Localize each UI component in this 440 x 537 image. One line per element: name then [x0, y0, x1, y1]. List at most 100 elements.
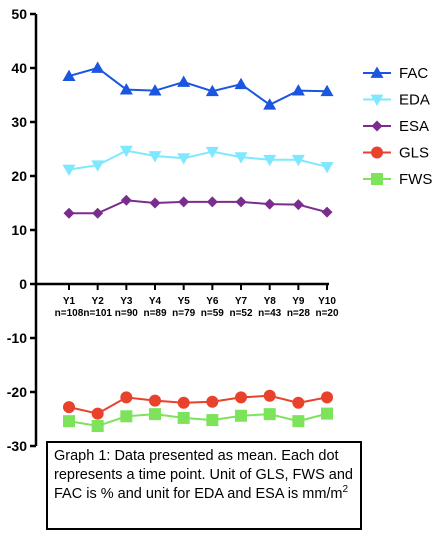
series-gls — [63, 389, 334, 420]
data-point-eda — [91, 160, 105, 172]
y-tick-label: 0 — [19, 276, 27, 292]
x-tick-label: Y9 — [292, 296, 305, 307]
data-point-fac — [234, 77, 248, 90]
data-point-gls — [292, 396, 305, 409]
y-tick-label: 40 — [11, 60, 27, 76]
data-point-esa — [120, 194, 132, 206]
data-point-esa — [92, 207, 104, 219]
data-point-fws — [177, 411, 190, 424]
legend-marker-eda — [370, 94, 384, 106]
data-point-esa — [149, 197, 161, 209]
data-point-fws — [63, 415, 75, 428]
x-tick-label: Y7 — [235, 296, 248, 307]
legend-item-gls: GLS — [363, 145, 429, 162]
data-point-fac — [119, 83, 133, 95]
data-point-gls — [63, 401, 75, 414]
y-tick-label: -20 — [7, 384, 27, 400]
data-point-esa — [178, 196, 190, 208]
data-point-fac — [205, 84, 219, 97]
sample-size-label: n=20 — [315, 308, 339, 319]
sample-size-label: n=43 — [258, 308, 282, 319]
data-point-eda — [291, 154, 305, 167]
data-point-fac — [177, 75, 191, 87]
data-point-gls — [263, 389, 276, 402]
data-point-eda — [263, 154, 277, 167]
series-line-gls — [68, 394, 328, 415]
caption-text: Graph 1: Data presented as mean. Each do… — [54, 448, 353, 502]
legend-label: EDA — [399, 92, 430, 109]
data-point-fws — [263, 408, 276, 421]
x-tick-label: Y4 — [149, 296, 162, 307]
sample-size-label: n=79 — [172, 308, 196, 319]
x-tick-label: Y3 — [120, 296, 133, 307]
data-point-fws — [321, 407, 334, 420]
data-point-fac — [291, 84, 305, 96]
legend-marker-gls — [371, 146, 383, 159]
data-point-fac — [62, 69, 76, 81]
series-fac — [62, 61, 334, 110]
data-point-fws — [120, 410, 133, 423]
series-fws — [63, 407, 334, 433]
y-tick-label: 20 — [11, 168, 27, 184]
series-line-esa — [69, 199, 328, 215]
y-tick-label: 30 — [11, 114, 27, 130]
data-point-esa — [264, 198, 276, 210]
series-eda — [62, 145, 334, 177]
data-point-gls — [235, 391, 248, 404]
sample-size-label: n=108 — [55, 308, 84, 319]
data-point-fac — [320, 84, 334, 97]
data-point-eda — [234, 152, 248, 164]
sample-size-label: n=90 — [115, 308, 139, 319]
data-point-esa — [63, 207, 75, 219]
x-tick-label: Y6 — [206, 296, 219, 307]
data-point-fws — [91, 420, 104, 433]
data-point-fac — [148, 84, 162, 96]
x-tick-label: Y10 — [318, 296, 336, 307]
data-point-eda — [177, 153, 191, 165]
legend-item-fac: FAC — [363, 65, 428, 82]
data-point-fac — [91, 61, 105, 73]
axes: -30 -20 -10 0 10 20 30 40 50 Y1n=108 Y2n=101 Y3n=90… — [7, 6, 339, 454]
data-point-gls — [321, 391, 334, 404]
legend-label: GLS — [399, 145, 429, 162]
legend-marker-fws — [371, 173, 383, 185]
data-point-esa — [292, 199, 304, 211]
sample-size-label: n=52 — [229, 308, 253, 319]
legend-item-eda: EDA — [363, 92, 430, 109]
sample-size-label: n=59 — [201, 308, 225, 319]
data-point-gls — [120, 391, 133, 404]
data-point-eda — [62, 164, 76, 177]
y-tick-label: 10 — [11, 222, 27, 238]
legend-item-fws: FWS — [363, 171, 432, 188]
legend-marker-esa — [371, 120, 383, 132]
series-line-fac — [68, 66, 328, 106]
data-point-eda — [119, 145, 133, 158]
data-point-fws — [149, 408, 162, 421]
legend-label: FWS — [399, 171, 432, 188]
x-tick-label: Y1 — [63, 296, 76, 307]
data-point-esa — [321, 206, 333, 218]
data-point-fws — [235, 409, 248, 422]
sample-size-label: n=28 — [287, 308, 311, 319]
sample-size-label: n=101 — [83, 308, 112, 319]
x-tick-label: Y8 — [264, 296, 277, 307]
sample-size-label: n=89 — [143, 308, 167, 319]
legend-marker-fac — [370, 66, 384, 78]
data-point-gls — [149, 394, 162, 407]
data-point-esa — [235, 196, 247, 208]
data-point-fws — [206, 414, 219, 427]
legend-item-esa: ESA — [363, 118, 429, 135]
legend-label: FAC — [399, 65, 428, 82]
data-point-gls — [206, 395, 219, 408]
data-point-eda — [205, 146, 219, 159]
chart-caption: Graph 1: Data presented as mean. Each do… — [46, 441, 362, 530]
data-point-gls — [91, 407, 104, 420]
y-tick-label: -30 — [7, 438, 27, 454]
data-point-gls — [177, 396, 190, 409]
series-line-fws — [68, 412, 328, 428]
y-tick-label: -10 — [7, 330, 27, 346]
data-point-eda — [320, 161, 334, 174]
series-line-eda — [68, 149, 328, 171]
x-tick-label: Y2 — [92, 296, 105, 307]
legend: FAC EDA ESA GLS FWS — [363, 65, 432, 188]
